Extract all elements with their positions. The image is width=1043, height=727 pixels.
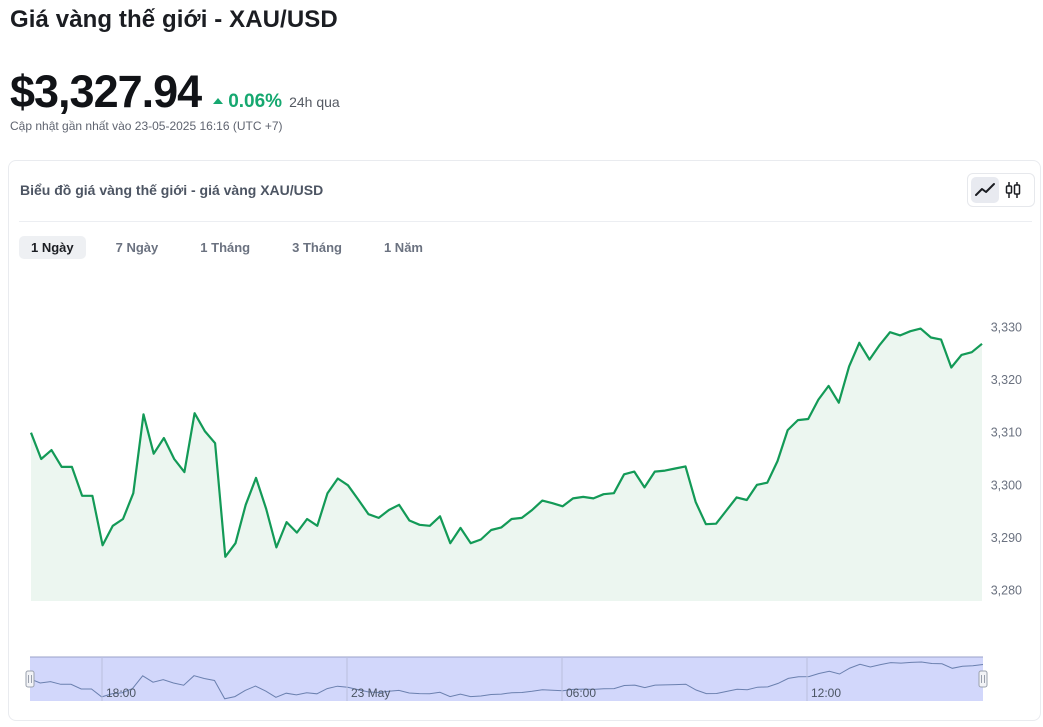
arrow-up-icon (213, 98, 224, 104)
navigator-time-label: 06:00 (566, 686, 596, 700)
price-line (29, 327, 983, 558)
page-title: Giá vàng thế giới - XAU/USD (10, 6, 338, 33)
tab-3-months[interactable]: 3 Tháng (292, 240, 342, 255)
chart-mode-toggle (967, 173, 1035, 207)
last-updated: Cập nhật gần nhất vào 23-05-2025 16:16 (… (10, 119, 283, 133)
navigator-line (29, 661, 984, 700)
navigator-time-label: 12:00 (811, 686, 841, 700)
candlestick-icon (1005, 182, 1021, 198)
navigator-right-handle[interactable] (978, 670, 988, 688)
y-tick-label: 3,290 (991, 531, 1022, 545)
navigator-time-label: 18:00 (106, 686, 136, 700)
line-chart-icon (975, 183, 995, 196)
line-chart-button[interactable] (971, 177, 999, 203)
y-tick-label: 3,320 (991, 373, 1022, 387)
range-tabs: 1 Ngày 7 Ngày 1 Tháng 3 Tháng 1 Năm (19, 236, 453, 259)
tab-1-month[interactable]: 1 Tháng (200, 240, 251, 255)
candlestick-button[interactable] (999, 177, 1027, 203)
price-change: 0.06% (213, 91, 282, 113)
y-tick-label: 3,310 (991, 426, 1022, 440)
y-tick-label: 3,330 (991, 321, 1022, 335)
tab-1-year[interactable]: 1 Năm (383, 240, 423, 255)
chart-card-title: Biểu đồ giá vàng thế giới - giá vàng XAU… (20, 182, 324, 198)
y-tick-label: 3,280 (991, 584, 1022, 598)
change-percent: 0.06% (228, 91, 283, 112)
y-tick-label: 3,300 (991, 478, 1022, 492)
navigator-time-label: 23 May (351, 686, 390, 700)
navigator-left-handle[interactable] (25, 670, 35, 688)
current-price: $3,327.94 (10, 66, 202, 117)
price-area (31, 328, 982, 602)
tab-1-day[interactable]: 1 Ngày (19, 236, 86, 259)
price-row: $3,327.94 0.06% 24h qua (10, 66, 340, 118)
card-divider (19, 221, 1032, 222)
change-period: 24h qua (289, 94, 340, 110)
chart-card: Biểu đồ giá vàng thế giới - giá vàng XAU… (8, 160, 1041, 721)
tab-7-days[interactable]: 7 Ngày (115, 240, 159, 255)
